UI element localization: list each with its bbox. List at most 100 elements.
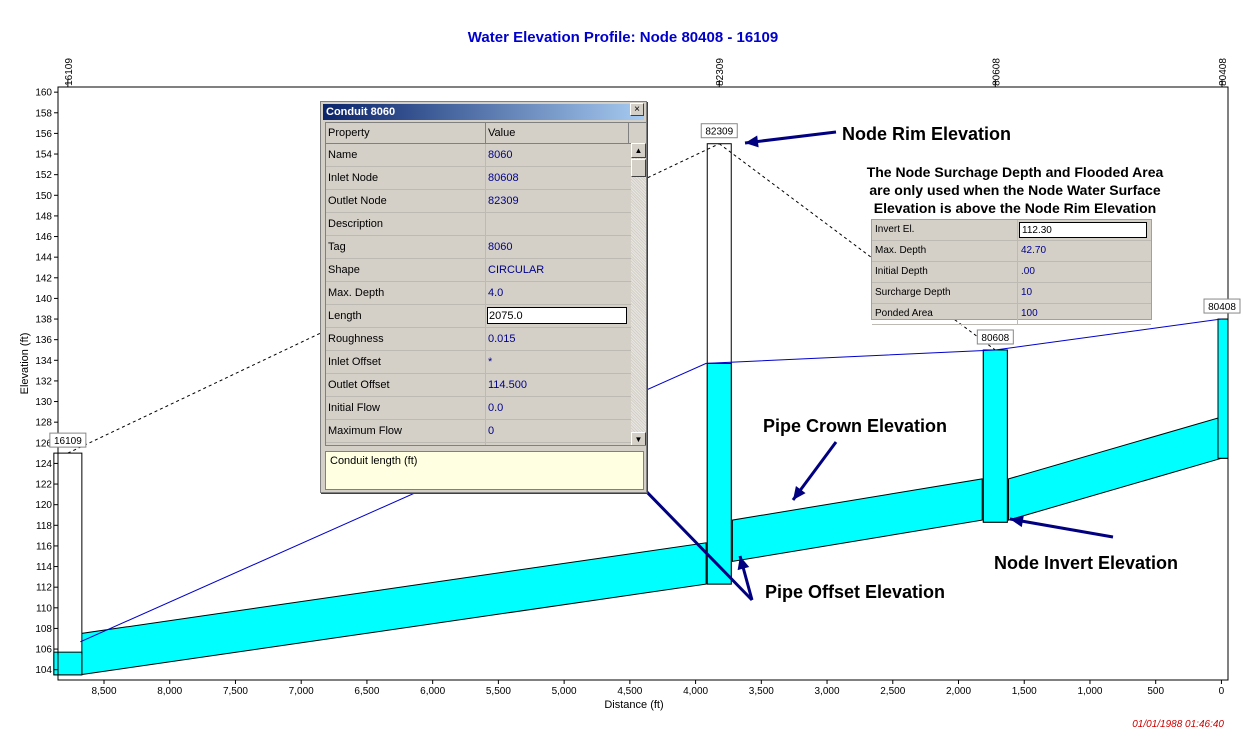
x-tick-label: 5,000: [552, 686, 577, 697]
property-row[interactable]: Description: [326, 213, 646, 236]
node-label-box: [700, 123, 738, 139]
x-tick-label: 4,500: [617, 686, 642, 697]
property-value[interactable]: 80608: [488, 172, 519, 184]
property-hint: Conduit length (ft): [325, 451, 644, 490]
node-property-label: Invert El.: [872, 220, 1018, 240]
property-label: Inlet Node: [326, 167, 486, 189]
y-tick-label: 134: [35, 356, 52, 367]
property-value[interactable]: 0.015: [488, 333, 516, 345]
property-value[interactable]: 0: [488, 425, 495, 437]
conduit-shape: [731, 478, 983, 562]
property-value[interactable]: 4.0: [488, 287, 504, 299]
property-value[interactable]: *: [488, 356, 493, 368]
x-tick-label: 8,000: [157, 686, 182, 697]
node-water: [1217, 318, 1229, 459]
node-property-row[interactable]: Invert El.: [872, 220, 1151, 241]
property-label: Length: [326, 305, 486, 327]
x-tick-label: 6,000: [420, 686, 445, 697]
property-row[interactable]: Roughness 0.015: [326, 328, 646, 351]
scroll-up-icon[interactable]: ▲: [631, 143, 646, 158]
property-label: Initial Flow: [326, 397, 486, 419]
y-tick-label: 114: [36, 562, 52, 573]
node-property-value[interactable]: 42.70: [1021, 245, 1047, 256]
arrow-node-rim: [744, 130, 837, 145]
property-row[interactable]: Tag 8060: [326, 236, 646, 259]
property-grid[interactable]: Property Value Name 8060 Inlet Node 80608 Ou…: [325, 122, 647, 446]
property-value[interactable]: [486, 305, 629, 327]
close-icon[interactable]: ×: [630, 103, 644, 116]
y-tick-label: 106: [35, 645, 52, 656]
header-value[interactable]: Value: [486, 123, 629, 143]
node-top-label: 80608: [991, 58, 1002, 86]
property-label: Name: [326, 144, 486, 166]
vertical-scrollbar[interactable]: ▲ ▼: [631, 143, 646, 445]
property-label: Entry Loss Coeff.: [326, 443, 486, 445]
length-input[interactable]: [487, 307, 627, 324]
node-property-row[interactable]: Max. Depth 42.70: [872, 241, 1151, 262]
y-tick-label: 128: [35, 418, 52, 429]
property-value[interactable]: 0.0: [488, 402, 504, 414]
property-row[interactable]: Shape CIRCULAR: [326, 259, 646, 282]
property-label: Description: [326, 213, 486, 235]
property-row[interactable]: Initial Flow 0.0: [326, 397, 646, 420]
x-tick-label: 3,000: [815, 686, 840, 697]
node-property-value[interactable]: .00: [1021, 266, 1035, 277]
annotation-note-line: are only used when the Node Water Surfac…: [869, 182, 1160, 198]
scroll-down-icon[interactable]: ▼: [631, 432, 646, 445]
property-value[interactable]: 8060: [488, 241, 513, 253]
x-tick-label: 2,500: [880, 686, 905, 697]
property-row[interactable]: Max. Depth 4.0: [326, 282, 646, 305]
property-row[interactable]: Entry Loss Coeff.0: [326, 443, 646, 445]
node-water: [706, 362, 732, 585]
property-row[interactable]: Name 8060: [326, 144, 646, 167]
y-tick-label: 140: [35, 294, 52, 305]
invert-el-input[interactable]: [1019, 222, 1147, 238]
scroll-thumb[interactable]: [631, 159, 646, 177]
node-property-label: Max. Depth: [872, 241, 1018, 261]
property-value[interactable]: 114.500: [488, 379, 527, 391]
conduit-property-dialog[interactable]: Conduit 8060 × Property Value Name 8060 In…: [320, 101, 647, 493]
node-property-row[interactable]: Ponded Area 100: [872, 304, 1151, 325]
node-property-value[interactable]: [1018, 220, 1150, 240]
x-tick-label: 7,000: [289, 686, 314, 697]
y-tick-label: 132: [35, 376, 52, 387]
node-top-label: 82309: [715, 58, 726, 86]
x-tick-label: 8,500: [91, 686, 116, 697]
annotation-note-line: Elevation is above the Node Rim Elevatio…: [874, 200, 1156, 216]
y-tick-label: 144: [35, 253, 52, 264]
x-tick-label: 0: [1219, 686, 1225, 697]
node-property-row[interactable]: Surcharge Depth 10: [872, 283, 1151, 304]
node-property-label: Ponded Area: [872, 304, 1018, 324]
property-row[interactable]: Outlet Node 82309: [326, 190, 646, 213]
y-tick-label: 130: [35, 397, 52, 408]
annotation-pipe-crown: Pipe Crown Elevation: [763, 416, 947, 436]
property-value[interactable]: 0: [486, 443, 629, 445]
y-tick-label: 126: [35, 438, 52, 449]
node-property-value[interactable]: 100: [1021, 308, 1038, 319]
header-property[interactable]: Property: [326, 123, 486, 143]
node-label-box: [1203, 298, 1241, 314]
property-row[interactable]: Inlet Offset *: [326, 351, 646, 374]
y-tick-label: 150: [35, 191, 52, 202]
x-tick-label: 1,500: [1012, 686, 1037, 697]
property-row[interactable]: Inlet Node 80608: [326, 167, 646, 190]
node-label-box: [49, 432, 87, 448]
property-value[interactable]: 8060: [488, 149, 513, 161]
y-tick-label: 158: [35, 108, 52, 119]
y-tick-label: 148: [35, 211, 52, 222]
property-row[interactable]: Outlet Offset 114.500: [326, 374, 646, 397]
property-row[interactable]: Length: [326, 305, 646, 328]
y-tick-label: 122: [35, 480, 52, 491]
node-property-row[interactable]: Initial Depth .00: [872, 262, 1151, 283]
hydraulic-grade-line: [80, 318, 1222, 643]
property-value[interactable]: [486, 213, 629, 235]
node-property-value[interactable]: 10: [1021, 287, 1033, 298]
property-value[interactable]: 82309: [488, 195, 519, 207]
property-row[interactable]: Maximum Flow 0: [326, 420, 646, 443]
y-tick-label: 152: [35, 170, 52, 181]
property-value[interactable]: CIRCULAR: [488, 264, 545, 276]
y-tick-label: 120: [35, 500, 52, 511]
